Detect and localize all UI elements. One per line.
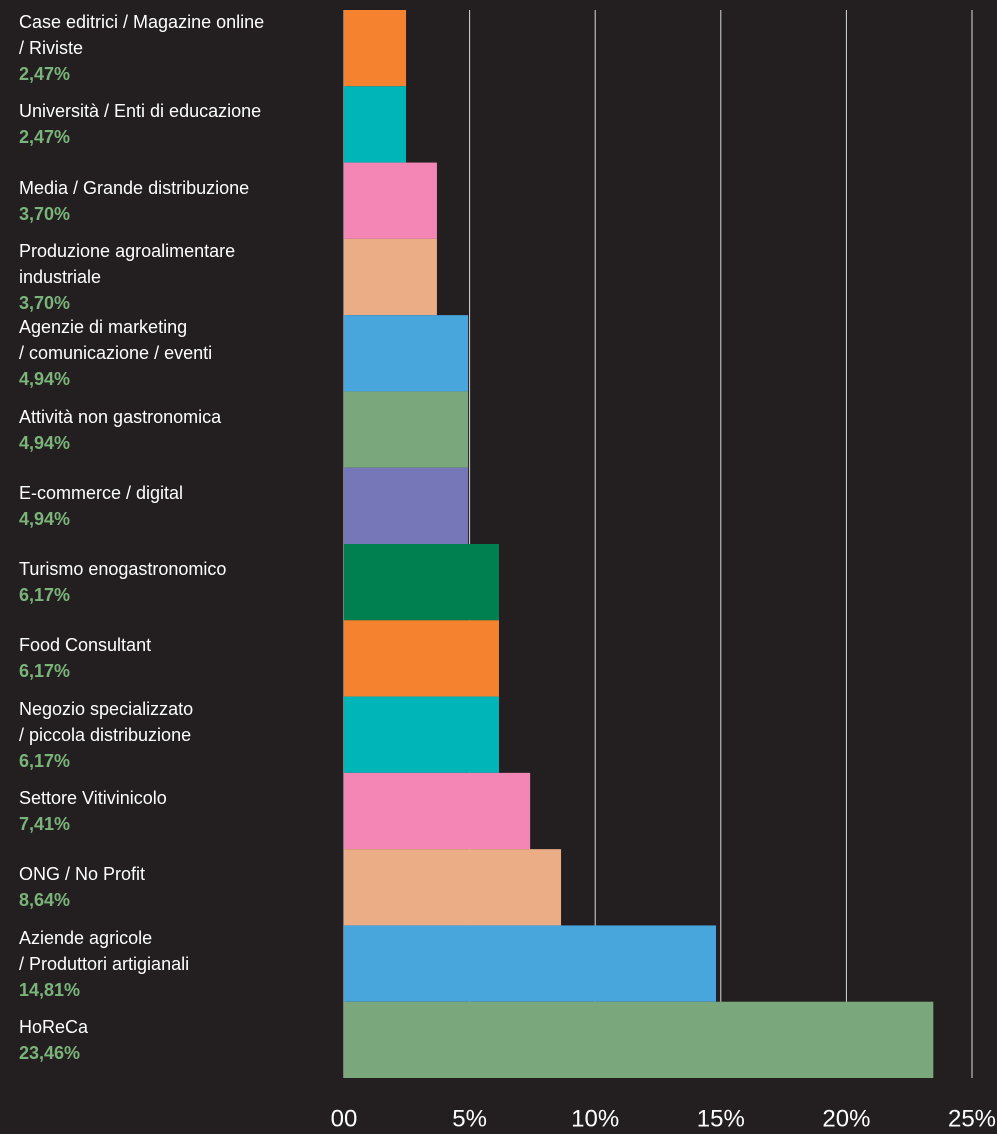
bar	[344, 162, 437, 239]
category-label: Case editrici / Magazine online / Rivist…	[19, 12, 265, 59]
value-label: 14,81%	[19, 979, 81, 1000]
bar	[344, 391, 469, 468]
category-label-group: Attività non gastronomica 4,94%	[19, 391, 334, 467]
x-tick-label: 20%	[822, 1105, 870, 1132]
bar	[344, 696, 499, 773]
bar	[344, 315, 469, 392]
category-label-group: Turismo enogastronomico 6,17%	[19, 544, 334, 620]
bar	[344, 238, 437, 316]
bar	[344, 620, 499, 697]
value-label: 6,17%	[19, 661, 71, 682]
category-label-group: HoReCa 23,46%	[19, 1002, 334, 1078]
x-tick-label: 25%	[948, 1105, 996, 1132]
bar	[344, 772, 531, 850]
category-label: E-commerce / digital	[19, 482, 184, 503]
category-label: Attività non gastronomica	[19, 406, 222, 427]
category-label-group: Negozio specializzato / piccola distribu…	[19, 697, 334, 773]
category-label-group: E-commerce / digital 4,94%	[19, 468, 334, 544]
x-tick-label: 15%	[697, 1105, 745, 1132]
category-label-group: Media / Grande distribuzione 3,70%	[19, 163, 334, 239]
bar	[344, 925, 717, 1002]
bar	[344, 849, 562, 926]
category-label-group: Produzione agroalimentare industriale 3,7…	[19, 239, 334, 315]
category-label: Settore Vitivinicolo	[19, 787, 167, 808]
category-label: Turismo enogastronomico	[19, 559, 227, 580]
value-label: 6,17%	[19, 585, 71, 606]
category-label-group: Case editrici / Magazine online / Rivist…	[19, 10, 334, 86]
x-tick-label: 5%	[452, 1105, 487, 1132]
x-tick-label: 00	[331, 1105, 358, 1132]
bar	[344, 1001, 934, 1078]
category-label: Aziende agricole / Produttori artigianal…	[19, 927, 190, 974]
category-label: Media / Grande distribuzione	[19, 177, 250, 198]
category-label-group: Food Consultant 6,17%	[19, 620, 334, 696]
category-label: HoReCa	[19, 1016, 89, 1037]
value-label: 4,94%	[19, 432, 71, 453]
value-label: 2,47%	[19, 127, 71, 148]
value-label: 6,17%	[19, 750, 71, 771]
value-label: 4,94%	[19, 369, 71, 390]
value-label: 3,70%	[19, 203, 71, 224]
bar	[344, 467, 469, 544]
category-label: Università / Enti di educazione	[19, 101, 262, 122]
bar	[344, 10, 407, 87]
bar	[344, 544, 499, 621]
value-label: 3,70%	[19, 292, 71, 313]
category-label-group: Agenzie di marketing / comunicazione / e…	[19, 315, 334, 391]
category-label-group: ONG / No Profit 8,64%	[19, 849, 334, 925]
value-label: 4,94%	[19, 508, 71, 529]
value-label: 8,64%	[19, 890, 71, 911]
value-label: 23,46%	[19, 1042, 81, 1063]
value-label: 2,47%	[19, 64, 71, 85]
category-label-group: Università / Enti di educazione 2,47%	[19, 86, 334, 162]
category-label-group: Settore Vitivinicolo 7,41%	[19, 773, 334, 849]
category-label: Produzione agroalimentare industriale	[19, 240, 236, 287]
value-label: 7,41%	[19, 813, 71, 834]
category-label: Food Consultant	[19, 635, 152, 656]
category-label: ONG / No Profit	[19, 864, 146, 885]
category-label-group: Aziende agricole / Produttori artigianal…	[19, 925, 334, 1001]
x-tick-label: 10%	[571, 1105, 619, 1132]
category-label: Agenzie di marketing / comunicazione / e…	[19, 317, 213, 364]
category-label: Negozio specializzato / piccola distribu…	[19, 698, 194, 745]
bar	[344, 86, 407, 163]
